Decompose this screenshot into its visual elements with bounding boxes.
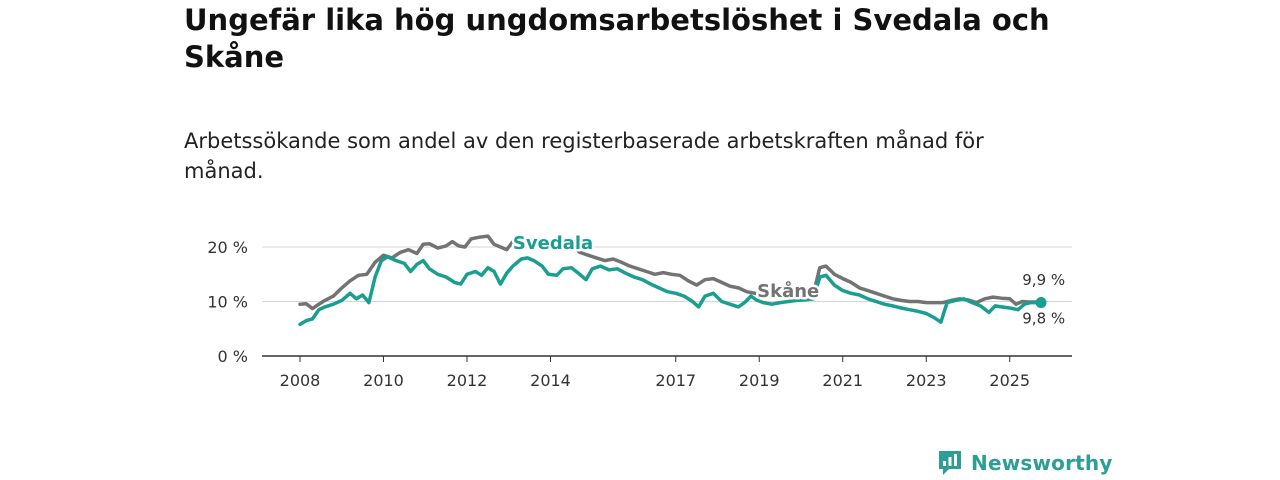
- brand-logo[interactable]: Newsworthy: [937, 449, 1113, 477]
- brand-name: Newsworthy: [971, 451, 1113, 475]
- y-tick-label: 20 %: [207, 238, 248, 257]
- series-layer: [300, 236, 1047, 324]
- x-tick-label: 2021: [822, 371, 863, 390]
- x-tick-label: 2023: [906, 371, 947, 390]
- x-tick-label: 2010: [363, 371, 404, 390]
- x-tick-label: 2008: [280, 371, 321, 390]
- svedala-end-dot: [1036, 297, 1047, 308]
- y-tick-label: 0 %: [218, 347, 248, 366]
- x-tick-label: 2025: [989, 371, 1030, 390]
- series-label-skane: Skåne: [757, 280, 819, 302]
- line-chart: 0 % 10 % 20 % 2008 2010 2012 2014 2017 2019 2021 2…: [0, 0, 1280, 480]
- end-value-label-svedala: 9,8 %: [1022, 309, 1065, 327]
- x-tick-label: 2012: [447, 371, 488, 390]
- newsworthy-logo-icon: [937, 449, 963, 477]
- y-tick-label: 10 %: [207, 293, 248, 312]
- end-value-label-skane: 9,9 %: [1022, 271, 1065, 289]
- series-label-svedala: Svedala: [513, 233, 593, 254]
- series-line-svedala: [300, 257, 1041, 325]
- x-tick-label: 2017: [655, 371, 696, 390]
- x-tick-label: 2014: [530, 371, 571, 390]
- x-tick-label: 2019: [739, 371, 780, 390]
